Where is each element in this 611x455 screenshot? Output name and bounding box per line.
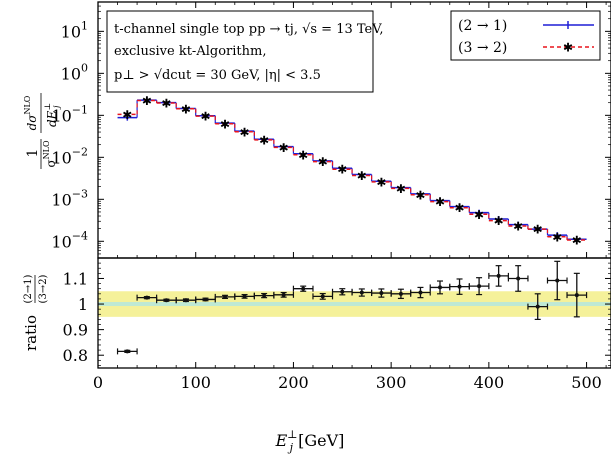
top-series-2-point: ✱ xyxy=(220,117,230,131)
top-series-group: ✱ ✱ ✱ ✱ ✱ ✱ ✱ ✱ ✱ ✱ ✱ ✱ ✱ ✱ ✱ ✱ ✱ ✱ ✱ ✱ ✱ ✱ ✱ ✱ xyxy=(117,94,587,248)
ratio-point xyxy=(468,277,490,296)
top-series-2-point: ✱ xyxy=(161,96,171,110)
top-series-2-point: ✱ xyxy=(376,175,386,189)
top-y-tick-label: 10−2 xyxy=(51,145,88,167)
ratio-point xyxy=(527,293,549,320)
svg-text:E⊥j [GeV]: E⊥ j [GeV] xyxy=(275,428,345,454)
top-series-2-point: ✱ xyxy=(396,182,406,196)
top-series-2-point: ✱ xyxy=(357,169,367,183)
top-series-2-point: ✱ xyxy=(513,219,523,233)
legend-label-3to2: (3 → 2) xyxy=(458,40,507,56)
ratio-point xyxy=(507,265,529,292)
top-series-2-point: ✱ xyxy=(455,201,465,215)
x-tick-label: 0 xyxy=(93,373,103,392)
ratio-point xyxy=(566,272,588,318)
top-series-2-point: ✱ xyxy=(474,208,484,222)
top-y-tick-label: 10−3 xyxy=(51,187,88,209)
top-series-2-point: ✱ xyxy=(337,163,347,177)
svg-text:(3→2): (3→2) xyxy=(38,274,49,303)
top-y-tick-label: 10−4 xyxy=(51,229,88,251)
svg-text:ratio: ratio xyxy=(22,315,40,351)
top-series-2-point: ✱ xyxy=(259,133,269,147)
ratio-uncertainty-band xyxy=(98,291,611,317)
top-series-2-point: ✱ xyxy=(572,234,582,248)
ratio-point xyxy=(292,285,314,292)
ratio-y-tick-label: 0.8 xyxy=(63,346,88,365)
top-y-axis-ticks: 101 100 10−1 10−2 10−3 10−4 xyxy=(51,1,611,259)
top-series-2-point: ✱ xyxy=(318,155,328,169)
top-series-2-point: ✱ xyxy=(122,108,132,122)
ratio-y-tick-label: 0.9 xyxy=(63,321,88,340)
top-series-2-point: ✱ xyxy=(279,141,289,155)
ratio-y-tick-label: 1 xyxy=(78,295,88,314)
x-axis-ticks: 0 100 200 300 400 500 xyxy=(93,2,607,392)
top-y-tick-label: 101 xyxy=(61,19,88,41)
legend-marker-3to2: ✱ xyxy=(563,41,573,55)
top-series-2-point: ✱ xyxy=(552,230,562,244)
top-series-2-point: ✱ xyxy=(181,102,191,116)
top-series-2-point: ✱ xyxy=(494,214,504,228)
ratio-series-group xyxy=(116,260,588,355)
svg-text:1: 1 xyxy=(25,149,41,158)
svg-text:(2→1): (2→1) xyxy=(23,274,34,303)
top-series-2-point: ✱ xyxy=(240,125,250,139)
annotation-box: t-channel single top pp → tj, √s = 13 Te… xyxy=(106,10,383,93)
ratio-point xyxy=(488,265,509,287)
top-series-2-point: ✱ xyxy=(298,148,308,162)
ratio-point xyxy=(116,348,138,355)
x-tick-label: 200 xyxy=(278,373,309,392)
ratio-point xyxy=(410,286,431,299)
annotation-line-3: p⊥ > √dcut = 30 GeV, |η| < 3.5 xyxy=(114,68,321,83)
annotation-line-1: t-channel single top pp → tj, √s = 13 Te… xyxy=(114,22,383,37)
ratio-point xyxy=(273,291,295,298)
top-series-2-point: ✱ xyxy=(435,195,445,209)
legend-label-2to1: (2 → 1) xyxy=(458,18,507,34)
x-axis-label: E⊥ j [GeV] xyxy=(275,428,345,454)
ratio-panel-frame xyxy=(97,257,611,369)
x-tick-label: 500 xyxy=(571,373,602,392)
x-tick-label: 100 xyxy=(180,373,211,392)
svg-text:dσNLO: dσNLO xyxy=(23,95,39,130)
ratio-y-tick-label: 1.1 xyxy=(63,269,88,288)
ratio-point xyxy=(195,296,216,303)
annotation-line-2: exclusive kt-Algorithm, xyxy=(114,44,266,59)
legend: (2 → 1) (3 → 2) ✱ xyxy=(450,10,601,61)
x-tick-label: 400 xyxy=(474,373,505,392)
svg-text:dE⊥j: dE⊥j xyxy=(43,103,61,127)
ratio-y-axis-label: ratio (2→1) (3→2) xyxy=(22,274,49,351)
x-tick-label: 300 xyxy=(376,373,407,392)
top-series-2-point: ✱ xyxy=(200,110,210,124)
top-series-2-point: ✱ xyxy=(533,223,543,237)
ratio-point xyxy=(546,260,568,301)
top-y-tick-label: 100 xyxy=(61,61,88,83)
top-series-2-point: ✱ xyxy=(415,188,425,202)
top-series-2-point: ✱ xyxy=(142,94,152,108)
ratio-point xyxy=(390,288,412,300)
top-y-tick-label: 10−1 xyxy=(51,103,88,125)
